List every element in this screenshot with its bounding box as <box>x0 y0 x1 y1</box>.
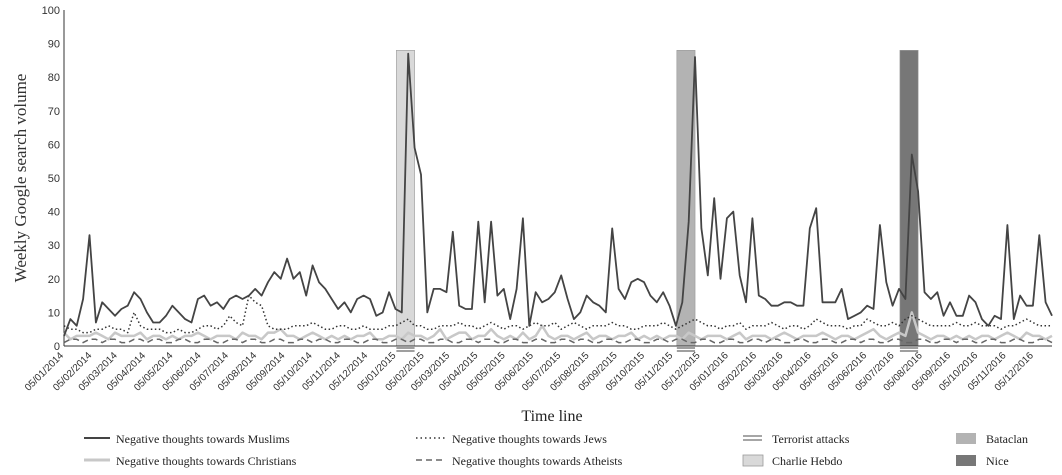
legend-swatch-bataclan <box>956 433 976 444</box>
y-axis-label: Weekly Google search volume <box>11 74 30 283</box>
legend-label-muslims: Negative thoughts towards Muslims <box>116 432 290 446</box>
attack-markers <box>396 347 919 352</box>
y-tick-label: 70 <box>48 106 60 118</box>
y-tick-label: 100 <box>42 5 60 17</box>
series-jews-line <box>63 294 1052 334</box>
legend-label-jews: Negative thoughts towards Jews <box>452 432 607 446</box>
y-axis: 0 10 20 30 40 50 60 70 80 90 100 <box>42 5 65 353</box>
legend-label-christians: Negative thoughts towards Christians <box>116 454 297 468</box>
y-tick-label: 30 <box>48 240 60 252</box>
x-axis-label: Time line <box>521 408 582 425</box>
legend-label-nice: Nice <box>986 454 1009 468</box>
legend-swatch-nice <box>956 455 976 466</box>
y-tick-label: 50 <box>48 173 60 185</box>
y-tick-label: 0 <box>54 341 60 353</box>
x-axis-ticks: 05/01/201405/02/201405/03/201405/04/2014… <box>23 350 1036 394</box>
legend-swatch-attacks <box>743 435 762 441</box>
series-lines <box>63 52 1053 347</box>
legend-swatch-charlie <box>742 454 764 467</box>
y-tick-label: 10 <box>48 307 60 319</box>
legend-label-attacks: Terrorist attacks <box>772 432 850 446</box>
series-christians-line <box>63 311 1053 341</box>
y-tick-label: 20 <box>48 274 60 286</box>
event-band-bataclan <box>676 50 696 347</box>
y-tick-label: 60 <box>48 139 60 151</box>
legend-label-charlie: Charlie Hebdo <box>772 454 843 468</box>
legend-label-atheists: Negative thoughts towards Atheists <box>452 454 623 468</box>
y-tick-label: 90 <box>48 39 60 51</box>
y-tick-label: 40 <box>48 207 60 219</box>
series-muslims-line <box>63 52 1053 337</box>
y-tick-label: 80 <box>48 72 60 84</box>
legend-label-bataclan: Bataclan <box>986 432 1028 446</box>
